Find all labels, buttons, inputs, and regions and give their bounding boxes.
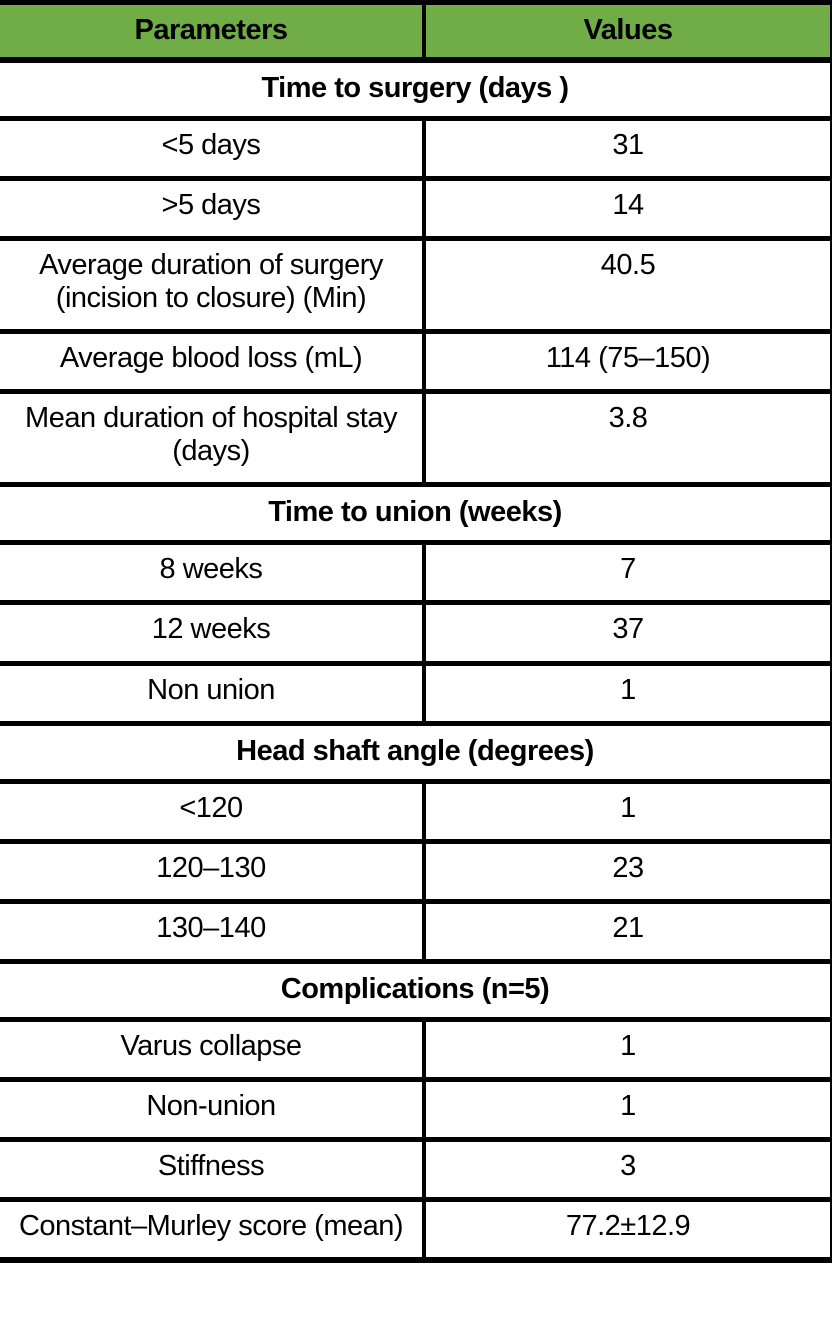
parameter-cell: >5 days [0, 176, 426, 242]
parameter-cell: Constant–Murley score (mean) [0, 1196, 426, 1263]
parameter-cell: <120 [0, 778, 426, 844]
table-row: 130–140 21 [0, 898, 832, 964]
table-row: Non union 1 [0, 660, 832, 726]
value-cell: 3 [422, 1136, 832, 1202]
table-row: Constant–Murley score (mean) 77.2±12.9 [0, 1196, 832, 1263]
value-cell: 1 [422, 1016, 832, 1082]
table-row: Average blood loss (mL) 114 (75–150) [0, 329, 832, 395]
parameter-cell: Non union [0, 660, 426, 726]
table-header: Parameters Values [0, 0, 832, 63]
table-row: Stiffness 3 [0, 1136, 832, 1202]
header-row: Parameters Values [0, 0, 832, 63]
section-title: Time to surgery (days ) [0, 57, 832, 122]
parameter-cell: Stiffness [0, 1136, 426, 1202]
value-cell: 114 (75–150) [422, 329, 832, 395]
parameter-cell: Average blood loss (mL) [0, 329, 426, 395]
column-header-values: Values [422, 0, 832, 63]
parameter-cell: Mean duration of hospital stay (days) [0, 389, 426, 488]
value-cell: 14 [422, 176, 832, 242]
value-cell: 77.2±12.9 [422, 1196, 832, 1263]
table-row: <120 1 [0, 778, 832, 844]
section-title: Head shaft angle (degrees) [0, 720, 832, 784]
parameter-cell: Non-union [0, 1076, 426, 1142]
value-cell: 3.8 [422, 389, 832, 488]
table-row: Average duration of surgery (incision to… [0, 236, 832, 335]
section-row: Complications (n=5) [0, 958, 832, 1022]
section-title: Time to union (weeks) [0, 482, 832, 546]
parameter-cell: <5 days [0, 116, 426, 182]
table-body: Time to surgery (days ) <5 days 31 >5 days 1… [0, 57, 832, 1263]
table-row: Non-union 1 [0, 1076, 832, 1142]
value-cell: 37 [422, 600, 832, 666]
value-cell: 21 [422, 898, 832, 964]
table-row: Varus collapse 1 [0, 1016, 832, 1082]
value-cell: 1 [422, 1076, 832, 1142]
outcomes-table: Parameters Values Time to surgery (days … [0, 0, 832, 1263]
table-row: Mean duration of hospital stay (days) 3.8 [0, 389, 832, 488]
section-title: Complications (n=5) [0, 958, 832, 1022]
parameter-cell: 8 weeks [0, 540, 426, 606]
column-header-parameters: Parameters [0, 0, 426, 63]
parameter-cell: Varus collapse [0, 1016, 426, 1082]
table-row: 8 weeks 7 [0, 540, 832, 606]
value-cell: 40.5 [422, 236, 832, 335]
parameter-cell: 130–140 [0, 898, 426, 964]
table-row: <5 days 31 [0, 116, 832, 182]
value-cell: 31 [422, 116, 832, 182]
parameter-cell: 12 weeks [0, 600, 426, 666]
value-cell: 7 [422, 540, 832, 606]
parameter-cell: 120–130 [0, 838, 426, 904]
table-row: 12 weeks 37 [0, 600, 832, 666]
section-row: Head shaft angle (degrees) [0, 720, 832, 784]
value-cell: 1 [422, 778, 832, 844]
table-row: 120–130 23 [0, 838, 832, 904]
section-row: Time to surgery (days ) [0, 57, 832, 122]
parameter-cell: Average duration of surgery (incision to… [0, 236, 426, 335]
table-row: >5 days 14 [0, 176, 832, 242]
value-cell: 23 [422, 838, 832, 904]
section-row: Time to union (weeks) [0, 482, 832, 546]
value-cell: 1 [422, 660, 832, 726]
